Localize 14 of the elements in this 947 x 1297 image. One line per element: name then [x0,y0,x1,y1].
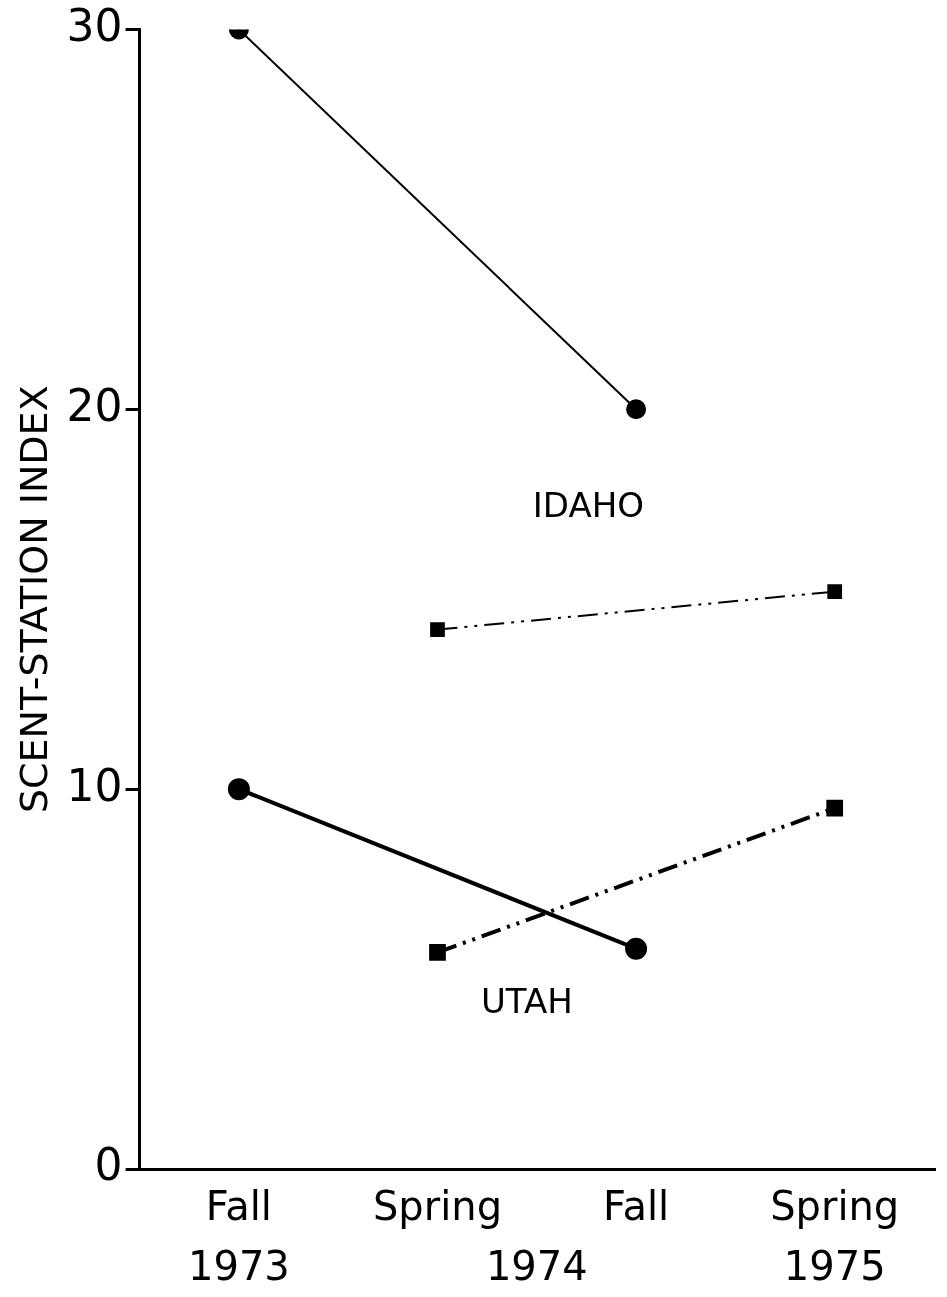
annotation: IDAHO [532,484,645,525]
text: 1975 [783,1243,886,1290]
y-tick-label: 20 [66,379,123,431]
x-tick-label: Spring [770,1183,900,1230]
y-axis-title: SCENT-STATION INDEX [11,385,56,814]
annotation: UTAH [480,980,573,1021]
text: 1974 [485,1243,588,1290]
text: 1973 [187,1243,290,1290]
x-tick-label: Spring [372,1183,503,1230]
x-tick-label: Fall [205,1183,272,1230]
y-tick-label: 0 [94,1139,123,1191]
x-tick-label: Fall [603,1183,670,1230]
y-tick-label: 30 [66,0,123,51]
y-tick-label: 10 [66,759,123,811]
